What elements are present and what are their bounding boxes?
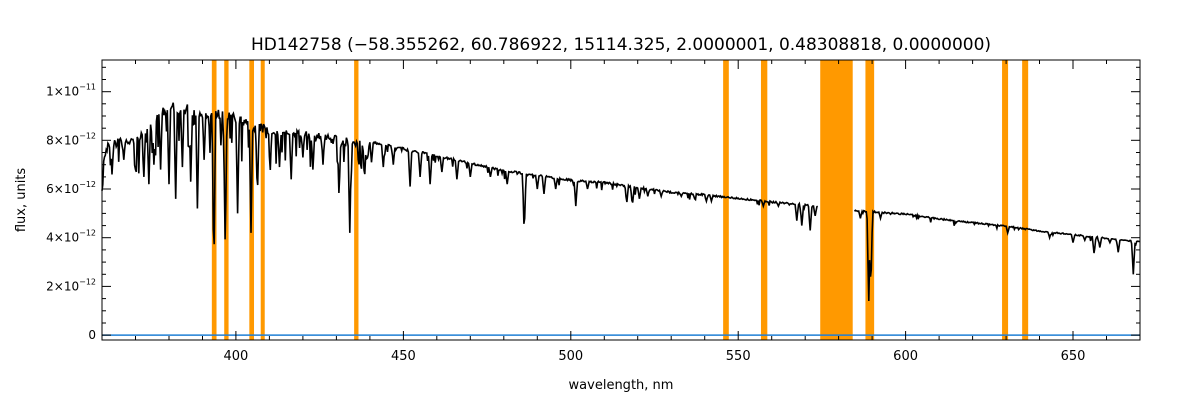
masked-region bbox=[760, 60, 768, 340]
y-axis-label: flux, units bbox=[14, 168, 29, 233]
x-tick-label: 600 bbox=[893, 349, 918, 364]
spectrum-line bbox=[101, 102, 1141, 302]
y-tick-label: 4×10−12 bbox=[46, 229, 96, 245]
x-tick-label: 400 bbox=[223, 349, 248, 364]
y-tick-label: 2×10−12 bbox=[46, 277, 96, 293]
masked-region bbox=[723, 60, 729, 340]
x-axis-ticks: 400 450 500 550 600 650 bbox=[101, 60, 1141, 364]
masked-region bbox=[1002, 60, 1009, 340]
masked-regions bbox=[211, 60, 1029, 340]
y-tick-label: 8×10−12 bbox=[46, 131, 96, 147]
x-tick-label: 450 bbox=[391, 349, 416, 364]
y-axis-ticks: 0 2×10−12 4×10−12 6×10−12 8×10−12 1×10−11 bbox=[46, 66, 1140, 342]
y-tick-label: 1×10−11 bbox=[46, 83, 96, 99]
y-tick-label: 0 bbox=[88, 328, 96, 342]
masked-region bbox=[354, 60, 359, 340]
x-axis-label: wavelength, nm bbox=[569, 378, 674, 393]
x-tick-label: 650 bbox=[1061, 349, 1086, 364]
x-tick-label: 550 bbox=[726, 349, 751, 364]
masked-region bbox=[1022, 60, 1029, 340]
masked-region bbox=[865, 60, 875, 340]
y-tick-label: 6×10−12 bbox=[46, 180, 96, 196]
x-tick-label: 500 bbox=[558, 349, 583, 364]
plot-frame bbox=[101, 59, 1141, 341]
masked-region bbox=[820, 60, 853, 340]
series-layer bbox=[101, 102, 1141, 336]
chart-title: HD142758 (−58.355262, 60.786922, 15114.3… bbox=[251, 35, 991, 55]
masked-region bbox=[260, 60, 265, 340]
